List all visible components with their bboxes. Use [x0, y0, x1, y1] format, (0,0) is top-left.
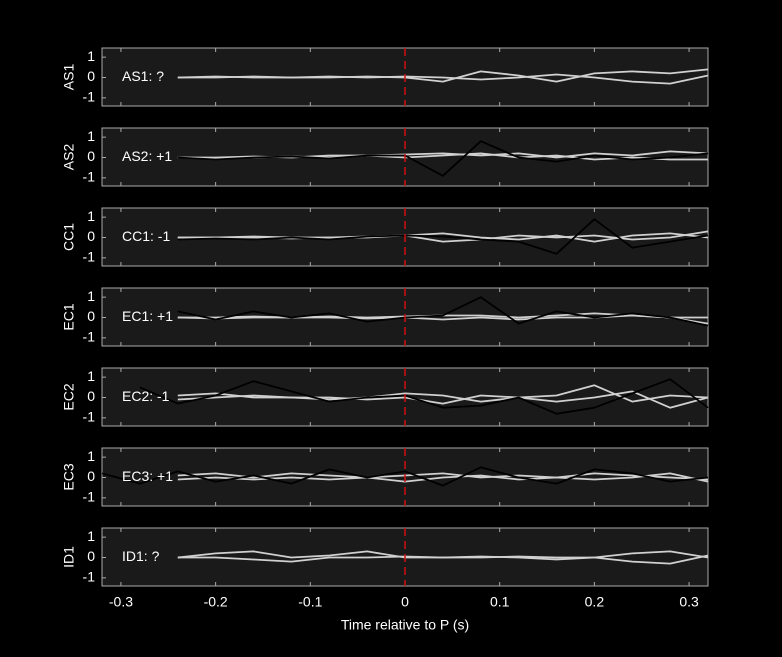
polarity-label: AS1: ? — [122, 68, 164, 84]
trace — [177, 218, 709, 255]
y-axis-label: AS1 — [61, 64, 77, 91]
x-tick-label: 0.2 — [585, 594, 605, 610]
trace — [177, 390, 709, 409]
x-tick-label: -0.1 — [298, 594, 322, 610]
y-axis-label: ID1 — [61, 546, 77, 568]
trace — [177, 73, 709, 85]
y-axis-label: EC2 — [61, 383, 77, 410]
y-tick-label: -1 — [83, 249, 96, 265]
y-tick-label: 1 — [87, 368, 95, 384]
y-tick-label: 0 — [87, 148, 95, 164]
y-axis-label: EC3 — [61, 463, 77, 490]
polarity-label: ID1: ? — [122, 548, 160, 564]
trace — [101, 466, 709, 487]
y-tick-label: 0 — [87, 308, 95, 324]
y-tick-label: 1 — [87, 288, 95, 304]
polarity-label: EC1: +1 — [122, 308, 173, 324]
polarity-label: CC1: -1 — [122, 228, 170, 244]
y-tick-label: 1 — [87, 48, 95, 64]
polarity-label: EC2: -1 — [122, 388, 170, 404]
x-tick-label: -0.3 — [109, 594, 133, 610]
x-tick-label: -0.2 — [204, 594, 228, 610]
y-tick-label: 1 — [87, 448, 95, 464]
y-tick-label: -1 — [83, 409, 96, 425]
polarity-label: AS2: +1 — [122, 148, 172, 164]
y-axis-label: CC1 — [61, 223, 77, 251]
y-tick-label: -1 — [83, 569, 96, 585]
trace — [177, 472, 709, 481]
trace — [177, 314, 708, 321]
y-tick-label: 0 — [87, 228, 95, 244]
y-axis-label: EC1 — [61, 303, 77, 330]
y-tick-label: 1 — [87, 528, 95, 544]
x-tick-label: 0 — [401, 594, 409, 610]
x-tick-label: 0.3 — [679, 594, 699, 610]
x-tick-label: 0.1 — [490, 594, 510, 610]
y-tick-label: 0 — [87, 548, 95, 564]
y-tick-label: -1 — [83, 489, 96, 505]
y-tick-label: -1 — [83, 169, 96, 185]
trace — [177, 384, 709, 403]
y-axis-label: AS2 — [61, 144, 77, 171]
trace — [177, 296, 709, 327]
y-tick-label: 0 — [87, 468, 95, 484]
x-axis-label: Time relative to P (s) — [341, 617, 469, 633]
y-tick-label: 0 — [87, 388, 95, 404]
trace — [177, 140, 709, 177]
y-tick-label: 1 — [87, 208, 95, 224]
trace — [139, 378, 709, 415]
polarity-label: EC3: +1 — [122, 468, 173, 484]
y-tick-label: 0 — [87, 68, 95, 84]
y-tick-label: 1 — [87, 128, 95, 144]
y-tick-label: -1 — [83, 329, 96, 345]
y-tick-label: -1 — [83, 89, 96, 105]
trace — [177, 554, 709, 565]
